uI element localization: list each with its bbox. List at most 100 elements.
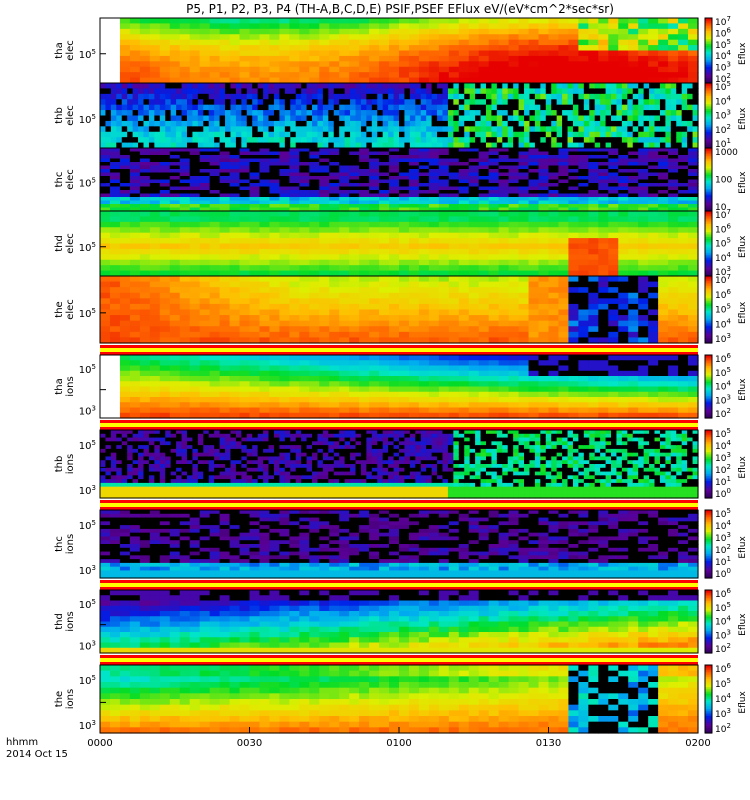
spectrogram-cell (389, 34, 400, 41)
colorbar-segment (705, 136, 712, 139)
spectrogram-cell (548, 216, 560, 223)
spectrogram-cell (350, 110, 357, 117)
spectrogram-cell (179, 72, 191, 79)
spectrogram-cell (366, 137, 373, 144)
spectrogram-cell (578, 248, 589, 255)
spectrogram-cell (139, 381, 151, 388)
spectrogram-cell (329, 270, 340, 277)
spectrogram-cell (209, 412, 221, 419)
spectrogram-cell (279, 331, 290, 339)
spectrogram-cell (149, 370, 161, 377)
colorbar-segment (705, 233, 712, 236)
spectrogram-cell (159, 197, 171, 202)
spectrogram-cell (498, 309, 510, 316)
spectrogram-cell (408, 331, 420, 339)
spectrogram-cell (197, 99, 204, 106)
spectrogram-cell (478, 227, 490, 234)
spectrogram-cell (658, 18, 669, 25)
spectrogram-cell (478, 259, 490, 266)
spectrogram-cell (312, 131, 319, 138)
spectrogram-cell (408, 292, 420, 299)
spectrogram-cell (189, 270, 201, 277)
spectrogram-cell (229, 39, 241, 46)
spectrogram-cell (488, 315, 500, 322)
spectrogram-cell (279, 104, 286, 111)
spectrogram-cell (478, 216, 490, 223)
spectrogram-cell (468, 23, 480, 30)
spectrogram-cell (638, 162, 649, 167)
spectrogram-cell (534, 83, 541, 90)
spectrogram-cell (548, 193, 560, 198)
spectrogram-cell (628, 169, 639, 174)
spectrogram-cell (189, 18, 201, 25)
spectrogram-cell (170, 120, 177, 127)
spectrogram-cell (468, 207, 480, 212)
spectrogram-cell (638, 193, 649, 198)
spectrogram-cell (458, 243, 470, 250)
spectrogram-cell (611, 137, 618, 144)
spectrogram-cell (668, 179, 679, 184)
spectrogram-cell (169, 248, 181, 255)
spectrogram-cell (289, 243, 300, 250)
spectrogram-cell (139, 172, 151, 177)
spectrogram-cell (453, 137, 460, 144)
spectrogram-cell (219, 55, 231, 62)
colorbar-segment (705, 220, 712, 223)
spectrogram-cell (339, 211, 350, 218)
spectrogram-cell (558, 265, 570, 272)
spectrogram-cell (611, 142, 618, 149)
spectrogram-cell (355, 110, 362, 117)
spectrogram-cell (428, 248, 440, 255)
spectrogram-cell (369, 270, 380, 277)
spectrogram-cell (235, 142, 242, 149)
spectrogram-cell (528, 326, 540, 333)
spectrogram-cell (189, 172, 201, 177)
colorbar-segment (705, 104, 712, 107)
spectrogram-cell (339, 309, 350, 316)
spectrogram-cell (279, 254, 290, 261)
spectrogram-cell (344, 99, 351, 106)
spectrogram-cell (649, 142, 656, 149)
spectrogram-cell (538, 66, 550, 73)
spectrogram-cell (241, 126, 248, 133)
colorbar-tick-label: 105 (715, 237, 731, 250)
spectrogram-cell (165, 104, 172, 111)
spectrogram-cell (678, 287, 689, 294)
spectrogram-cell (170, 126, 177, 133)
spectrogram-cell (628, 248, 639, 255)
spectrogram-cell (121, 137, 128, 144)
spectrogram-cell (409, 88, 416, 95)
spectrogram-cell (600, 137, 607, 144)
spectrogram-cell (379, 276, 390, 283)
spectrogram-cell (169, 183, 181, 188)
spectrogram-cell (558, 172, 570, 177)
spectrogram-cell (408, 216, 420, 223)
spectrogram-cell (438, 298, 450, 305)
spectrogram-cell (458, 155, 470, 160)
colorbar-segment (705, 203, 712, 206)
spectrogram-cell (239, 183, 251, 188)
spectrogram-cell (668, 331, 679, 339)
spectrogram-cell (399, 193, 410, 198)
spectrogram-cell (534, 104, 541, 111)
spectrogram-cell (309, 148, 320, 153)
spectrogram-cell (458, 193, 470, 198)
spectrogram-cell (169, 151, 181, 156)
spectrogram-cell (420, 126, 427, 133)
colorbar-segment (705, 179, 712, 182)
spectrogram-cell (548, 158, 560, 163)
spectrogram-cell (548, 331, 560, 339)
spectrogram-cell (475, 93, 482, 100)
spectrogram-cell (658, 151, 669, 156)
spectrogram-cell (588, 315, 599, 322)
spectrogram-cell (186, 88, 194, 95)
spectrogram-cell (319, 238, 330, 245)
spectrogram-cell (488, 34, 500, 41)
colorbar-segment (705, 74, 712, 78)
spectrogram-cell (366, 120, 373, 127)
spectrogram-cell (209, 326, 221, 333)
colorbar-tick-label: 104 (715, 251, 731, 264)
spectrogram-cell (269, 45, 280, 52)
spectrogram-cell (498, 169, 510, 174)
colorbar-segment (705, 254, 712, 258)
